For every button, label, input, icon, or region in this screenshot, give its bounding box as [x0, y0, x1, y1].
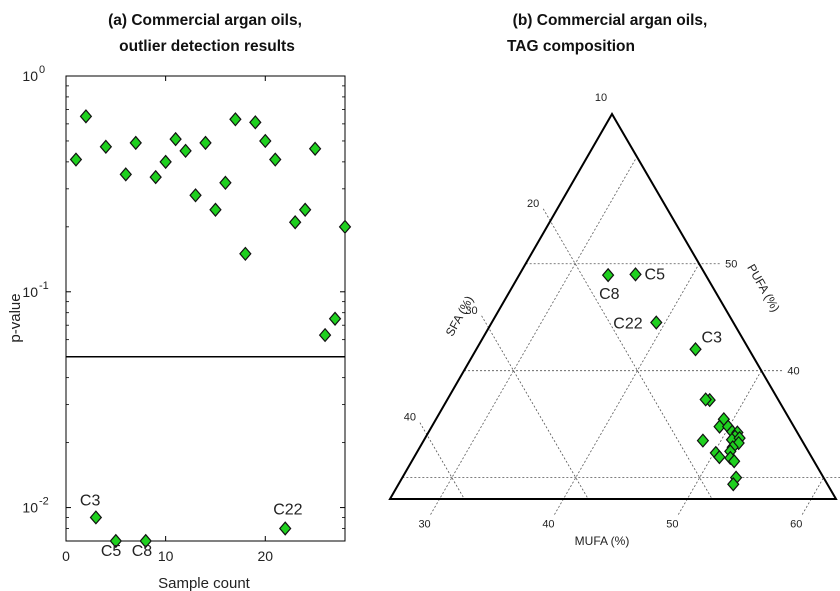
x-tick-label: 10: [158, 548, 174, 564]
sfa-gridline: [481, 315, 589, 500]
data-point: [159, 154, 172, 170]
mufa-tick-label: 40: [542, 519, 554, 531]
panel-a-plot-frame: [65, 75, 346, 542]
ternary-data-point: [713, 419, 726, 434]
data-point: [79, 109, 93, 124]
ternary-point-label: C8: [599, 286, 620, 303]
panel-b-title: (b) Commercial argan oils,: [513, 12, 708, 29]
ternary-apex-label: 10: [595, 92, 607, 104]
panel-a-x-axis-label: Sample count: [158, 575, 251, 591]
mufa-axis-label: MUFA (%): [575, 534, 630, 548]
ternary-data-point: [713, 449, 726, 465]
y-tick-label: 10: [22, 284, 38, 300]
data-point: [89, 510, 103, 525]
mufa-tick-label: 30: [418, 519, 430, 531]
data-point: [288, 215, 302, 230]
pufa-axis-label: PUFA (%): [744, 262, 782, 315]
data-point: [249, 115, 262, 130]
pufa-tick-label: 50: [725, 259, 737, 271]
mufa-gridline: [801, 477, 824, 515]
ternary-data-point: [696, 433, 710, 448]
sfa-gridline: [542, 208, 713, 500]
data-point: [169, 131, 182, 147]
ternary-data-point: [727, 454, 741, 469]
data-point: [338, 219, 352, 235]
mufa-gridline: [677, 370, 762, 515]
pufa-tick-label: 40: [787, 366, 799, 378]
y-tick-label: 10: [22, 500, 38, 516]
data-point: [239, 246, 252, 262]
data-point: [229, 112, 242, 127]
data-point: [219, 175, 232, 191]
y-tick-exponent: -2: [39, 496, 49, 508]
sfa-gridline: [419, 422, 465, 500]
y-tick-label: 10: [22, 68, 38, 84]
sfa-tick-label: 30: [465, 305, 477, 317]
panel-a-title: (a) Commercial argan oils,: [108, 12, 302, 29]
ternary-data-point: [650, 315, 663, 330]
data-point: [279, 521, 292, 536]
ternary-data-point: [601, 267, 615, 283]
data-point: [328, 311, 342, 326]
panel-b-subtitle: TAG composition: [507, 38, 635, 55]
mufa-tick-label: 60: [790, 519, 802, 531]
mufa-gridline: [430, 156, 638, 515]
y-tick-exponent: -1: [39, 280, 49, 292]
data-point: [209, 202, 222, 217]
ternary-triangle: [388, 112, 838, 500]
x-tick-label: 0: [62, 548, 70, 564]
sfa-tick-label: 20: [527, 198, 539, 210]
ternary-point-label: C3: [702, 329, 723, 346]
data-point-label: C22: [273, 501, 302, 518]
mufa-gridline: [554, 263, 700, 515]
data-point: [298, 202, 312, 217]
panel-a-y-axis-label: p-value: [7, 293, 24, 342]
data-point-label: C8: [132, 543, 153, 560]
data-point: [99, 139, 113, 154]
data-point: [139, 533, 152, 549]
ternary-data-point: [629, 267, 642, 282]
data-point: [69, 152, 83, 167]
ternary-data-point: [699, 392, 712, 407]
data-point: [119, 167, 132, 182]
sfa-tick-label: 40: [404, 412, 416, 424]
data-point: [269, 152, 282, 167]
ternary-data-point: [689, 342, 702, 357]
data-point-label: C3: [80, 492, 101, 509]
ternary-point-label: C5: [645, 266, 666, 283]
data-point: [199, 135, 212, 151]
x-tick-label: 20: [257, 548, 273, 564]
data-point: [318, 327, 332, 343]
data-point: [259, 133, 272, 149]
data-point: [109, 533, 123, 549]
data-point: [179, 143, 192, 159]
ternary-data-point: [727, 477, 740, 492]
ternary-point-label: C22: [613, 316, 642, 333]
data-point: [308, 141, 322, 156]
data-point: [149, 169, 162, 185]
data-point: [189, 188, 202, 203]
data-point-label: C5: [101, 543, 122, 560]
y-tick-exponent: 0: [39, 64, 45, 76]
data-point: [129, 135, 142, 151]
mufa-tick-label: 50: [666, 519, 678, 531]
panel-a-subtitle: outlier detection results: [119, 38, 295, 55]
ternary-data-point: [732, 435, 745, 451]
